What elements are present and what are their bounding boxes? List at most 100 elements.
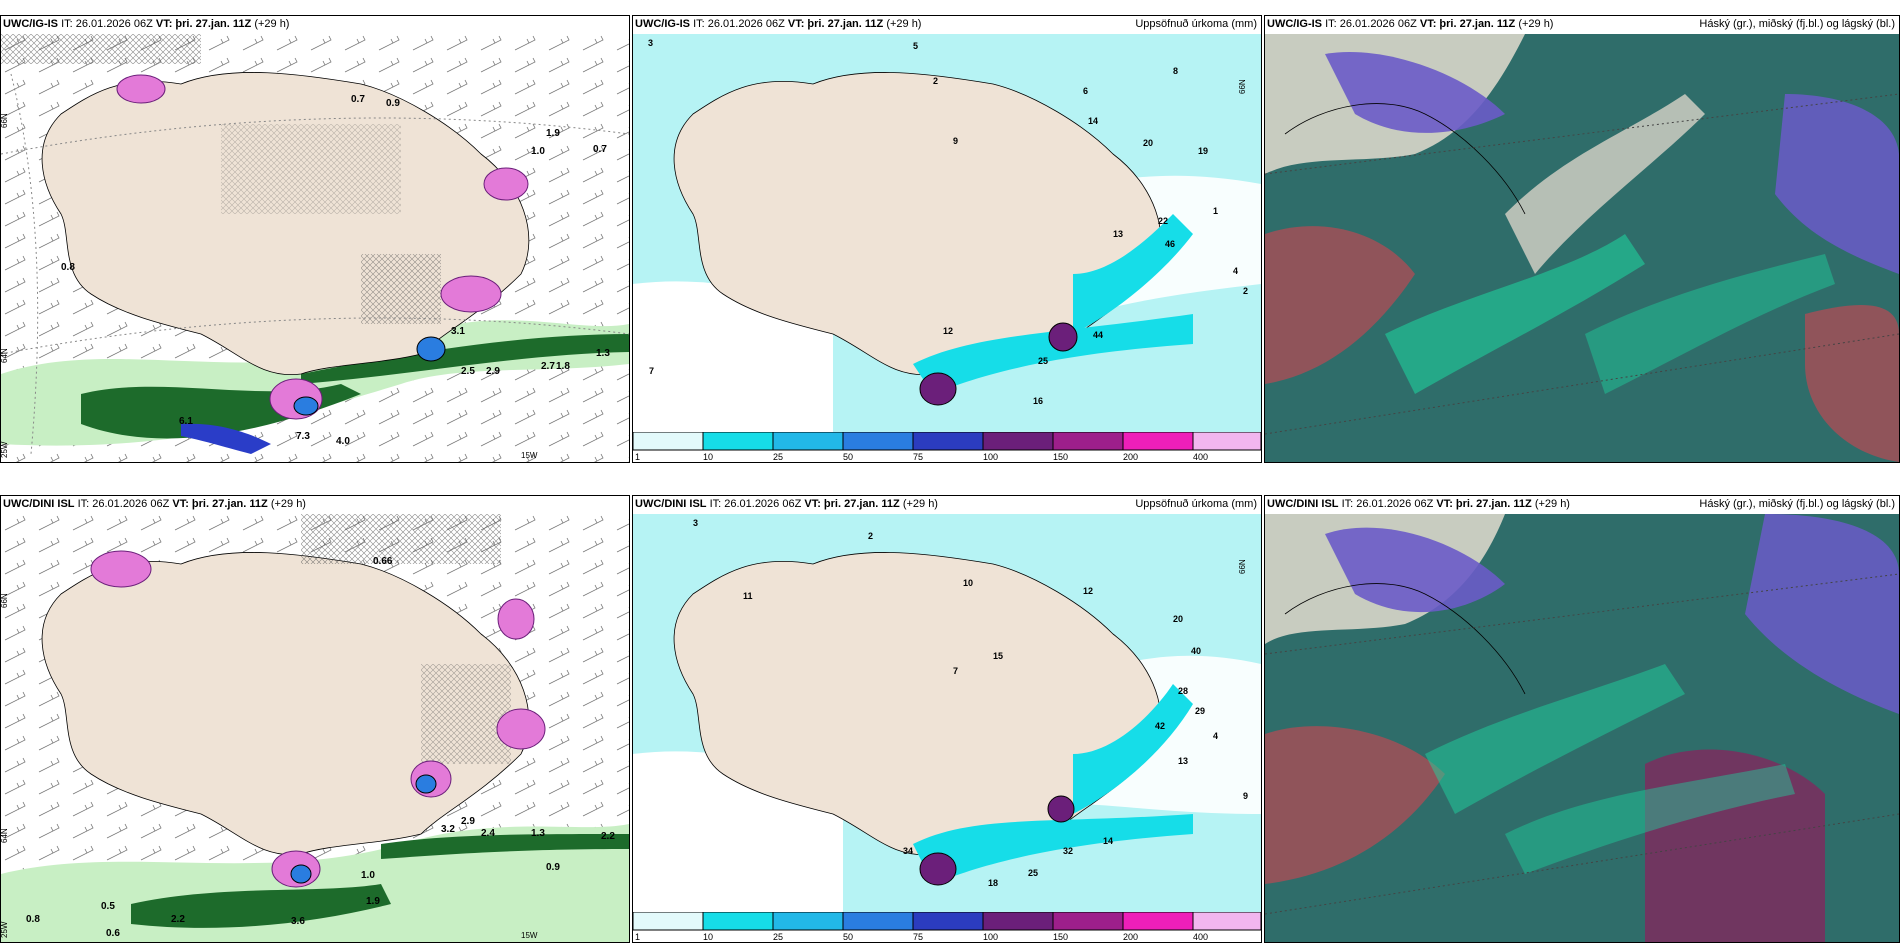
legend-label: 10	[703, 932, 713, 942]
legend-label: 1	[635, 932, 640, 942]
value-label: 14	[1103, 836, 1113, 846]
value-label: 0.7	[351, 94, 365, 105]
value-label: 3.2	[441, 824, 455, 835]
value-label: 2	[933, 76, 938, 86]
cloud-map-svg	[1265, 34, 1899, 462]
value-label: 22	[1158, 216, 1168, 226]
value-label: 3.1	[451, 326, 465, 337]
panel-header: UWC/IG-IS IT: 26.01.2026 06Z VT: þri. 27…	[1267, 18, 1554, 30]
cloud-map-svg	[1265, 514, 1899, 942]
legend-label: 50	[843, 452, 853, 462]
value-label: 25	[1028, 868, 1038, 878]
value-labels: 0.5 0.6 0.8 2.2 3.6 1.9 1.0 0.9 2.4 2.9 …	[26, 556, 615, 939]
precip-legend: 1 10 25 50 75 100 150 200 400	[633, 432, 1261, 462]
precip-legend: 1 10 25 50 75 100 150 200 400	[633, 912, 1261, 942]
legend-label: 400	[1193, 452, 1208, 462]
value-label: 2	[868, 531, 873, 541]
value-label: 2.7	[541, 361, 555, 372]
lon-tick: 15W	[521, 451, 538, 460]
value-label: 11	[743, 591, 753, 601]
value-label: 12	[943, 326, 953, 336]
legend-label: 75	[913, 932, 923, 942]
value-label: 10	[963, 578, 973, 588]
value-label: 7	[649, 366, 654, 376]
legend-label: 1	[635, 452, 640, 462]
value-label: 3	[693, 518, 698, 528]
legend-label: 200	[1123, 932, 1138, 942]
legend-label: 400	[1193, 932, 1208, 942]
panel-header: UWC/IG-IS IT: 26.01.2026 06Z VT: þri. 27…	[3, 18, 290, 30]
legend-label: 25	[773, 932, 783, 942]
value-label: 29	[1195, 706, 1205, 716]
value-label: 25	[1038, 356, 1048, 366]
value-label: 6	[1083, 86, 1088, 96]
value-label: 2.9	[461, 816, 475, 827]
legend-label: 100	[983, 452, 998, 462]
value-label: 34	[903, 846, 913, 856]
value-label: 4	[1233, 266, 1238, 276]
legend-label: 75	[913, 452, 923, 462]
panel-header: UWC/DINI ISL IT: 26.01.2026 06Z VT: þri.…	[1267, 498, 1570, 510]
value-label: 6.1	[179, 416, 193, 427]
lat-tick: 66N	[1238, 79, 1247, 94]
value-label: 16	[1033, 396, 1043, 406]
value-label: 2.2	[171, 914, 185, 925]
lat-tick: 64N	[1, 348, 9, 363]
value-label: 3.6	[291, 916, 305, 927]
value-label: 13	[1113, 229, 1123, 239]
value-label: 1.0	[361, 870, 375, 881]
legend-label: 150	[1053, 452, 1068, 462]
map-area	[1265, 34, 1899, 462]
panel-ig-is-wind-precip: UWC/IG-IS IT: 26.01.2026 06Z VT: þri. 27…	[0, 15, 630, 463]
legend-label: 10	[703, 452, 713, 462]
value-label: 5	[913, 41, 918, 51]
value-label: 3	[648, 38, 653, 48]
value-label: 46	[1165, 239, 1175, 249]
coord-ticks: 66N 64N 25W 15W	[1, 113, 538, 460]
value-label: 32	[1063, 846, 1073, 856]
panel-title: Uppsöfnuð úrkoma (mm)	[1135, 498, 1257, 510]
legend-label: 25	[773, 452, 783, 462]
value-label: 1.3	[596, 348, 610, 359]
value-label: 1.9	[546, 128, 560, 139]
map-svg: 0.5 0.6 0.8 2.2 3.6 1.9 1.0 0.9 2.4 2.9 …	[1, 514, 629, 942]
value-label: 4.0	[336, 436, 350, 447]
map-svg: 0.7 0.9 1.0 1.9 0.8 0.7 6.1 7.3 4.0 1.3 …	[1, 34, 629, 462]
value-label: 19	[1198, 146, 1208, 156]
value-label: 15	[993, 651, 1003, 661]
value-label: 8	[1173, 66, 1178, 76]
lat-tick: 66N	[1, 593, 9, 608]
value-label: 2.9	[486, 366, 500, 377]
value-label: 1.3	[531, 828, 545, 839]
value-label: 0.66	[373, 556, 393, 567]
value-label: 42	[1155, 721, 1165, 731]
legend-label: 50	[843, 932, 853, 942]
value-labels: 3 2 11 7 10 12 15 20 28 29 40 42 34 32 2…	[693, 518, 1248, 888]
legend-label: 200	[1123, 452, 1138, 462]
value-label: 13	[1178, 756, 1188, 766]
panel-header: UWC/IG-IS IT: 26.01.2026 06Z VT: þri. 27…	[635, 18, 922, 30]
value-label: 0.5	[101, 901, 115, 912]
panel-dini-wind-precip: UWC/DINI ISL IT: 26.01.2026 06Z VT: þri.…	[0, 495, 630, 943]
map-area	[1265, 514, 1899, 942]
value-label: 2.4	[481, 828, 495, 839]
panel-title: Háský (gr.), miðský (fj.bl.) og lágský (…	[1699, 498, 1895, 510]
map-area: 3 5 6 8 2 12 7 9 14 20 19 22 16 25 44 46…	[633, 34, 1261, 434]
value-labels: 3 5 6 8 2 12 7 9 14 20 19 22 16 25 44 46…	[648, 38, 1248, 406]
value-label: 7	[953, 666, 958, 676]
value-label: 7.3	[296, 431, 310, 442]
panel-title: Háský (gr.), miðský (fj.bl.) og lágský (…	[1699, 18, 1895, 30]
value-label: 1.8	[556, 361, 570, 372]
panel-dini-clouds: UWC/DINI ISL IT: 26.01.2026 06Z VT: þri.…	[1264, 495, 1900, 943]
value-label: 0.8	[26, 914, 40, 925]
value-label: 28	[1178, 686, 1188, 696]
map-area: 3 2 11 7 10 12 15 20 28 29 40 42 34 32 2…	[633, 514, 1261, 914]
map-svg: 3 2 11 7 10 12 15 20 28 29 40 42 34 32 2…	[633, 514, 1261, 914]
lon-tick: 15W	[521, 931, 538, 940]
value-label: 20	[1143, 138, 1153, 148]
panel-ig-is-clouds: UWC/IG-IS IT: 26.01.2026 06Z VT: þri. 27…	[1264, 15, 1900, 463]
value-label: 0.7	[593, 144, 607, 155]
value-label: 12	[1083, 586, 1093, 596]
panel-dini-accum-precip: UWC/DINI ISL IT: 26.01.2026 06Z VT: þri.…	[632, 495, 1262, 943]
value-label: 2.5	[461, 366, 475, 377]
